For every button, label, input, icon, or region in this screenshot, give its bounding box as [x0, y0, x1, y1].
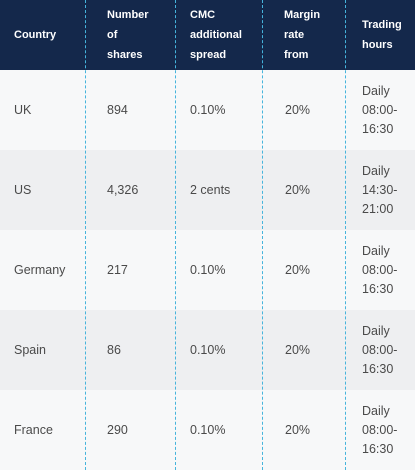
table-row: US 4,326 2 cents 20% Daily 14:30- 21:00 — [0, 150, 415, 230]
column-divider — [345, 0, 346, 470]
cell-country: France — [14, 423, 53, 437]
cell-hours: Daily 08:00- 16:30 — [362, 323, 398, 376]
cell-country: Spain — [14, 343, 46, 357]
column-divider — [85, 0, 86, 470]
table-row: Spain 86 0.10% 20% Daily 08:00- 16:30 — [0, 310, 415, 390]
cell-shares: 217 — [107, 263, 128, 277]
cell-hours: Daily 14:30- 21:00 — [362, 163, 398, 216]
table-row: France 290 0.10% 20% Daily 08:00- 16:30 — [0, 390, 415, 470]
cell-spread: 0.10% — [190, 423, 226, 437]
cell-country: US — [14, 183, 32, 197]
table-body: UK 894 0.10% 20% Daily 08:00- 16:30 US 4… — [0, 70, 415, 470]
cell-margin: 20% — [285, 183, 311, 197]
table-row: Germany 217 0.10% 20% Daily 08:00- 16:30 — [0, 230, 415, 310]
cell-shares: 290 — [107, 423, 128, 437]
cell-country: Germany — [14, 263, 66, 277]
cell-spread: 0.10% — [190, 103, 226, 117]
cell-country: UK — [14, 103, 32, 117]
cell-margin: 20% — [285, 263, 311, 277]
header-number-of-shares: Number of shares — [107, 9, 149, 61]
cell-shares: 4,326 — [107, 183, 139, 197]
column-divider — [262, 0, 263, 470]
cell-margin: 20% — [285, 343, 311, 357]
cell-shares: 86 — [107, 343, 121, 357]
table-header: Country Number of shares CMC additional … — [0, 0, 415, 70]
cell-spread: 0.10% — [190, 263, 226, 277]
cell-shares: 894 — [107, 103, 128, 117]
column-divider — [175, 0, 176, 470]
cell-hours: Daily 08:00- 16:30 — [362, 83, 398, 136]
table-row: UK 894 0.10% 20% Daily 08:00- 16:30 — [0, 70, 415, 150]
cell-hours: Daily 08:00- 16:30 — [362, 243, 398, 296]
cell-margin: 20% — [285, 103, 311, 117]
cell-margin: 20% — [285, 423, 311, 437]
cell-spread: 0.10% — [190, 343, 226, 357]
cell-hours: Daily 08:00- 16:30 — [362, 403, 398, 456]
header-country: Country — [14, 29, 57, 41]
header-trading-hours: Trading hours — [362, 19, 402, 51]
cell-spread: 2 cents — [190, 183, 231, 197]
header-cmc-additional-spread: CMC additional spread — [190, 9, 242, 61]
header-margin-rate-from: Margin rate from — [284, 9, 321, 61]
